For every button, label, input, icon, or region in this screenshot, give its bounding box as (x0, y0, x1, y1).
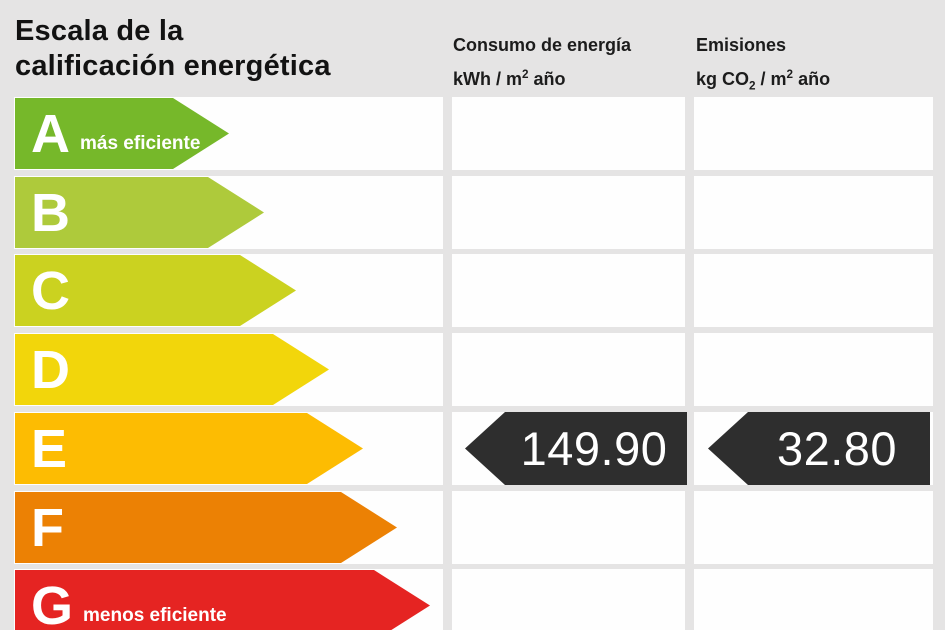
emissions-cell (694, 569, 933, 630)
rating-row-e: E 149.90 32.80 (0, 412, 945, 485)
consumption-cell (452, 176, 685, 249)
scale-cell: A más eficiente (14, 97, 443, 170)
consumption-cell (452, 97, 685, 170)
consumption-cell: 149.90 (452, 412, 687, 485)
efficiency-label: menos eficiente (83, 604, 227, 626)
emissions-cell (694, 254, 933, 327)
scale-cell: F (14, 491, 443, 564)
rating-row-d: D (0, 333, 945, 406)
consumption-value: 149.90 (520, 422, 668, 475)
page-title: Escala de la calificación energética (15, 14, 331, 84)
emissions-value-badge: 32.80 (708, 412, 930, 485)
scale-cell: B (14, 176, 443, 249)
rating-row-c: C (0, 254, 945, 327)
consumption-cell (452, 254, 685, 327)
rating-row-g: G menos eficiente (0, 569, 945, 630)
rating-arrow: G menos eficiente (15, 570, 430, 630)
rating-arrow: F (15, 492, 397, 563)
scale-cell: G menos eficiente (14, 569, 443, 630)
emissions-header-title: Emisiones (696, 35, 787, 55)
scale-cell: D (14, 333, 443, 406)
consumption-header-unit: kWh / m2 año (453, 68, 566, 89)
rating-letter: C (31, 260, 70, 321)
efficiency-label: más eficiente (80, 132, 201, 154)
rating-letter: F (31, 497, 64, 558)
rating-letter: D (31, 339, 70, 400)
rating-arrow: E (15, 413, 363, 484)
rating-arrow: A más eficiente (15, 98, 229, 169)
scale-cell: C (14, 254, 443, 327)
rating-arrow: D (15, 334, 329, 405)
rating-row-a: A más eficiente (0, 97, 945, 170)
emissions-cell: 32.80 (694, 412, 933, 485)
consumption-cell (452, 569, 685, 630)
page-title-line2: calificación energética (15, 50, 331, 82)
emissions-cell (694, 491, 933, 564)
emissions-header-unit: kg CO2 / m2 año (696, 68, 831, 93)
consumption-value-badge: 149.90 (465, 412, 687, 485)
consumption-cell (452, 491, 685, 564)
superscript-2: 2 (522, 68, 529, 81)
page-title-line1: Escala de la (15, 15, 184, 47)
emissions-cell (694, 176, 933, 249)
rating-row-b: B (0, 176, 945, 249)
consumption-column-header: Consumo de energía kWh / m2 año (453, 31, 631, 94)
emissions-column-header: Emisiones kg CO2 / m2 año (696, 31, 830, 101)
rating-arrow: B (15, 177, 264, 248)
rating-row-f: F (0, 491, 945, 564)
rating-arrow: C (15, 255, 296, 326)
emissions-cell (694, 333, 933, 406)
emissions-cell (694, 97, 933, 170)
rating-letter: E (31, 418, 68, 479)
rating-letter: B (31, 182, 70, 243)
consumption-cell (452, 333, 685, 406)
consumption-header-title: Consumo de energía (453, 35, 632, 55)
subscript-2: 2 (749, 79, 756, 93)
scale-cell: E (14, 412, 443, 485)
superscript-2: 2 (786, 68, 794, 81)
rating-letter: A (31, 103, 70, 164)
emissions-value: 32.80 (776, 422, 898, 475)
rating-letter: G (31, 575, 74, 630)
